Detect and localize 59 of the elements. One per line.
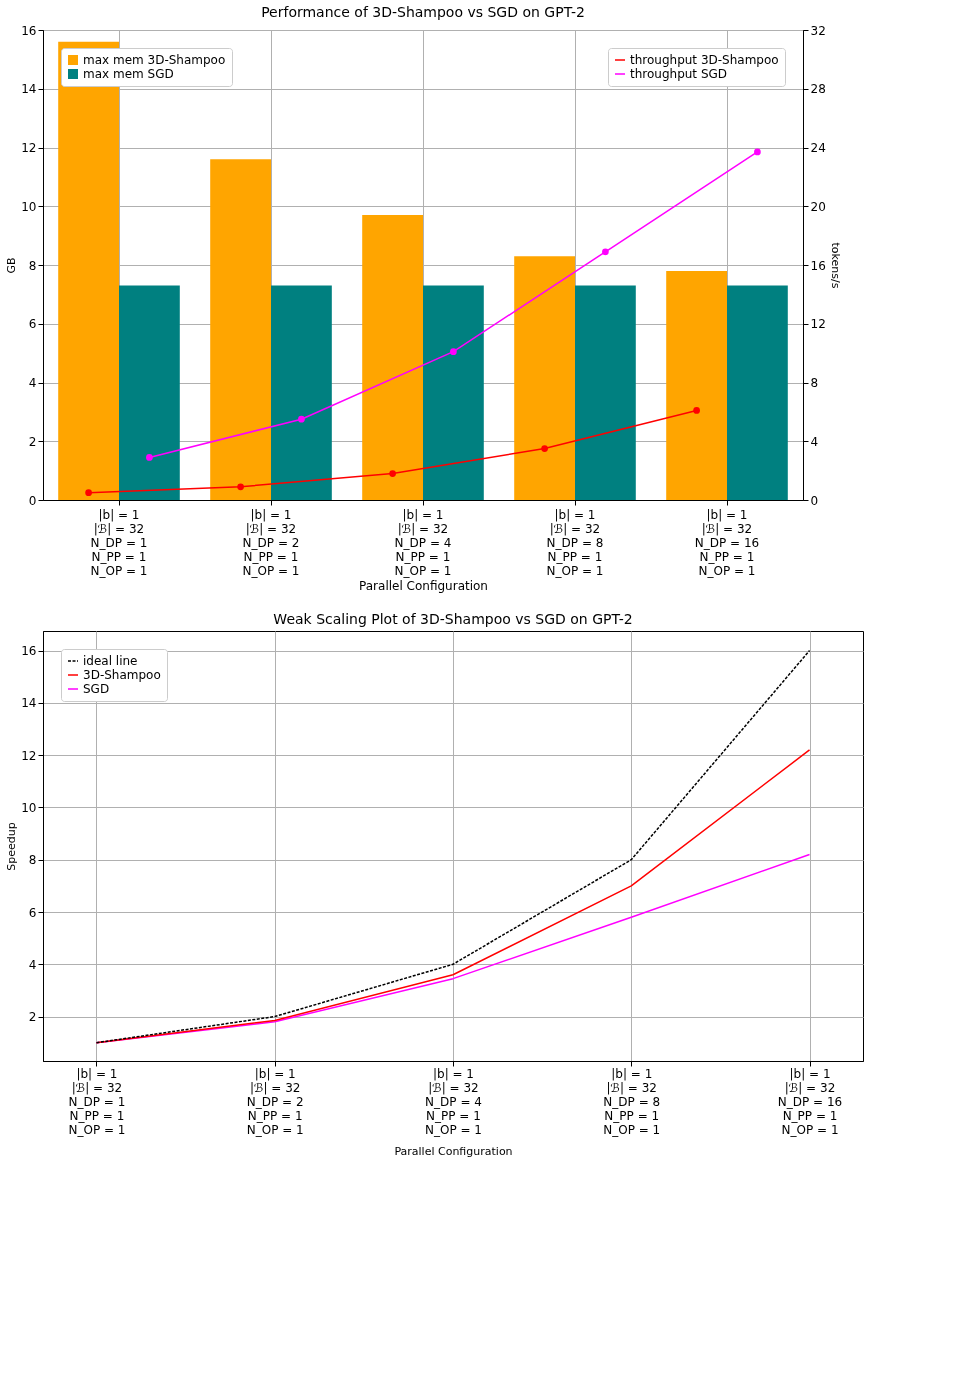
y-tick-label: 12 xyxy=(21,748,37,763)
bar xyxy=(119,285,180,500)
legend-label: max mem SGD xyxy=(83,67,174,81)
y2-tick-label: 8 xyxy=(810,376,819,390)
legend-label: ideal line xyxy=(83,654,138,668)
x-tick-label: |b| = 1 |ℬ| = 32 N_DP = 16 N_PP = 1 N_OP = 1 xyxy=(777,1066,843,1137)
y-tick-label: 8 xyxy=(28,258,37,273)
y-tick-label: 14 xyxy=(21,82,37,97)
y-tick-label: 16 xyxy=(21,23,37,38)
bar xyxy=(514,256,575,500)
y-tick-label: 0 xyxy=(28,493,37,508)
y-tick-label: 10 xyxy=(21,199,37,214)
y-tick-label: 16 xyxy=(21,644,37,659)
y2-tick-label: 20 xyxy=(810,199,826,214)
bar xyxy=(666,270,727,500)
bar xyxy=(362,215,423,500)
y2-tick-label: 16 xyxy=(810,258,826,273)
bar xyxy=(423,285,484,500)
legend-label: throughput 3D-Shampoo xyxy=(630,53,779,67)
y-tick-label: 6 xyxy=(28,317,37,332)
x-axis-title: Parallel Configuration xyxy=(359,578,488,593)
legend-label: throughput SGD xyxy=(630,67,728,81)
x-tick-label: |b| = 1 |ℬ| = 32 N_DP = 16 N_PP = 1 N_OP = 1 xyxy=(694,507,760,578)
y-tick-label: 8 xyxy=(28,853,37,868)
y2-tick-label: 24 xyxy=(810,141,826,155)
x-tick-label: |b| = 1 |ℬ| = 32 N_DP = 1 N_PP = 1 N_OP = 1 xyxy=(68,1066,126,1137)
y-tick-label: 2 xyxy=(28,434,37,449)
x-tick-label: |b| = 1 |ℬ| = 32 N_DP = 2 N_PP = 1 N_OP = 1 xyxy=(246,1066,304,1137)
y-tick-label: 4 xyxy=(28,957,37,972)
y2-tick-label: 0 xyxy=(810,493,819,508)
x-tick-label: |b| = 1 |ℬ| = 32 N_DP = 4 N_PP = 1 N_OP = 1 xyxy=(394,507,452,578)
y-axis-title: Speedup xyxy=(5,822,19,871)
y-tick-label: 10 xyxy=(21,800,37,815)
x-tick-label: |b| = 1 |ℬ| = 32 N_DP = 4 N_PP = 1 N_OP = 1 xyxy=(425,1066,482,1137)
y-axis-title: GB xyxy=(5,257,19,274)
x-axis-title: Parallel Configuration xyxy=(394,1144,513,1158)
y-tick-label: 4 xyxy=(28,376,37,390)
chart-title: Weak Scaling Plot of 3D-Shampoo vs SGD on GPT-2 xyxy=(273,611,633,627)
chart-title: Performance of 3D-Shampoo vs SGD on GPT-2 xyxy=(261,4,585,20)
x-tick-label: |b| = 1 |ℬ| = 32 N_DP = 8 N_PP = 1 N_OP = 1 xyxy=(603,1066,661,1137)
y-tick-label: 14 xyxy=(21,696,37,711)
legend-label: SGD xyxy=(83,682,110,696)
bar xyxy=(727,285,788,500)
y-tick-label: 6 xyxy=(28,905,37,920)
y2-tick-label: 32 xyxy=(810,23,826,38)
x-tick-label: |b| = 1 |ℬ| = 32 N_DP = 8 N_PP = 1 N_OP = 1 xyxy=(546,507,604,578)
bar xyxy=(575,285,636,500)
legend-label: 3D-Shampoo xyxy=(83,668,161,682)
y2-tick-label: 12 xyxy=(810,317,826,332)
y2-tick-label: 28 xyxy=(810,82,826,97)
x-tick-label: |b| = 1 |ℬ| = 32 N_DP = 1 N_PP = 1 N_OP = 1 xyxy=(90,507,148,578)
y2-axis-title: tokens/s xyxy=(828,242,842,289)
x-tick-label: |b| = 1 |ℬ| = 32 N_DP = 2 N_PP = 1 N_OP = 1 xyxy=(242,507,300,578)
y-tick-label: 12 xyxy=(21,141,37,155)
y-tick-label: 2 xyxy=(28,1010,37,1025)
bar xyxy=(210,159,271,500)
y2-tick-label: 4 xyxy=(810,434,819,449)
bar xyxy=(271,285,332,500)
legend-label: max mem 3D-Shampoo xyxy=(83,53,226,67)
